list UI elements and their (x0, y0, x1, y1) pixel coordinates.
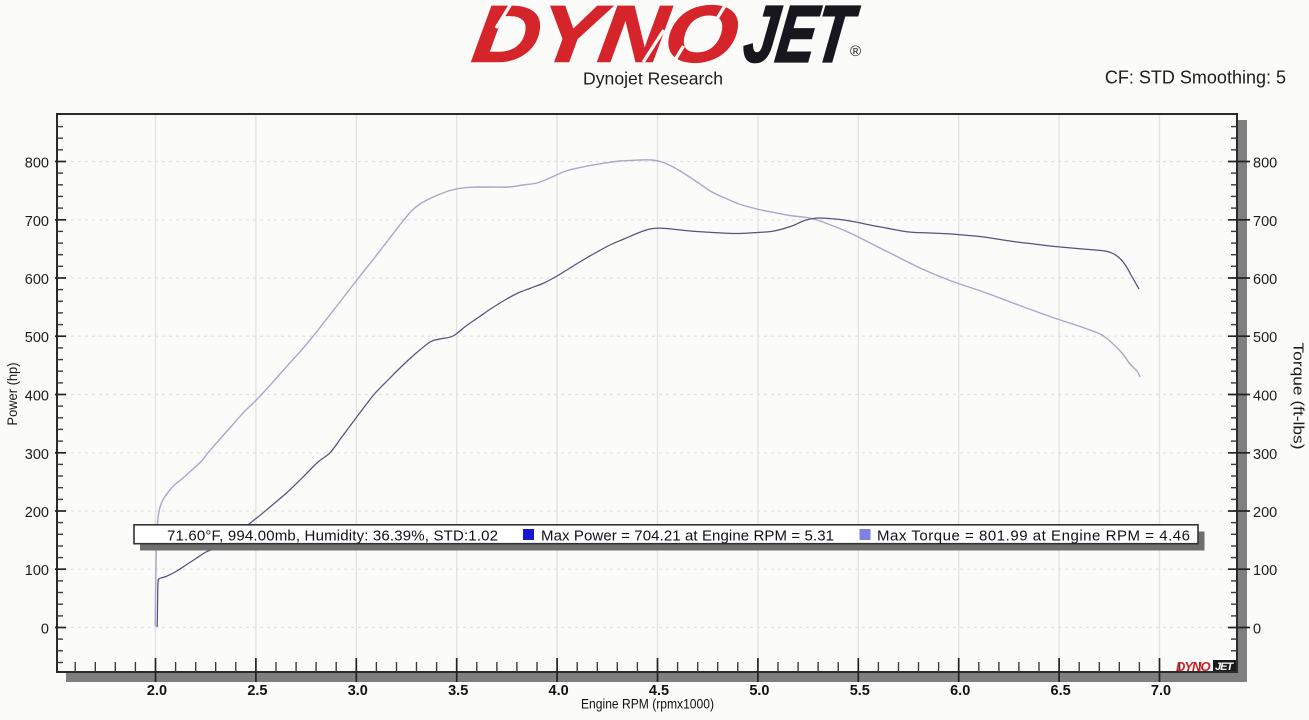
svg-text:Max Torque = 801.99 at Engine: Max Torque = 801.99 at Engine RPM = 4.46 (877, 528, 1190, 545)
svg-text:800: 800 (1253, 156, 1277, 172)
svg-text:2.0: 2.0 (147, 683, 167, 699)
svg-text:600: 600 (1253, 272, 1277, 288)
svg-text:71.60°F, 994.00mb, Humidity: 3: 71.60°F, 994.00mb, Humidity: 36.39%, STD… (167, 528, 498, 545)
svg-text:800: 800 (25, 156, 49, 172)
svg-text:5.0: 5.0 (749, 683, 769, 699)
svg-text:7.0: 7.0 (1151, 683, 1171, 699)
svg-text:6.5: 6.5 (1051, 683, 1071, 699)
svg-text:300: 300 (25, 447, 49, 463)
svg-text:5.5: 5.5 (850, 683, 870, 699)
svg-text:DYNO: DYNO (468, 0, 743, 79)
svg-text:200: 200 (1253, 505, 1277, 521)
svg-text:200: 200 (25, 505, 49, 521)
svg-text:400: 400 (25, 389, 49, 405)
svg-text:Dynojet Research: Dynojet Research (583, 69, 723, 89)
svg-text:100: 100 (25, 563, 49, 579)
svg-text:®: ® (850, 43, 861, 60)
svg-text:400: 400 (1253, 389, 1277, 405)
svg-text:DYNO: DYNO (1176, 659, 1210, 674)
svg-text:500: 500 (25, 330, 49, 346)
svg-text:0: 0 (41, 622, 49, 638)
svg-text:4.0: 4.0 (549, 683, 569, 699)
svg-text:2.5: 2.5 (247, 683, 267, 699)
svg-text:Engine RPM (rpmx1000): Engine RPM (rpmx1000) (581, 696, 714, 712)
svg-text:Torque (ft-lbs): Torque (ft-lbs) (1290, 343, 1307, 450)
svg-text:300: 300 (1253, 447, 1277, 463)
svg-text:3.5: 3.5 (448, 683, 468, 699)
svg-text:4.5: 4.5 (649, 683, 669, 699)
svg-text:0: 0 (1253, 622, 1261, 638)
svg-text:100: 100 (1253, 563, 1277, 579)
svg-text:500: 500 (1253, 330, 1277, 346)
svg-text:JET: JET (1215, 661, 1234, 673)
svg-text:600: 600 (25, 272, 49, 288)
svg-text:700: 700 (25, 214, 49, 230)
svg-text:JET: JET (739, 0, 863, 79)
svg-text:CF: STD Smoothing: 5: CF: STD Smoothing: 5 (1105, 68, 1286, 88)
svg-text:Power (hp): Power (hp) (5, 363, 20, 426)
svg-text:3.0: 3.0 (348, 683, 368, 699)
svg-text:700: 700 (1253, 214, 1277, 230)
svg-text:6.0: 6.0 (950, 683, 970, 699)
svg-text:Max Power = 704.21 at Engine R: Max Power = 704.21 at Engine RPM = 5.31 (541, 528, 834, 545)
